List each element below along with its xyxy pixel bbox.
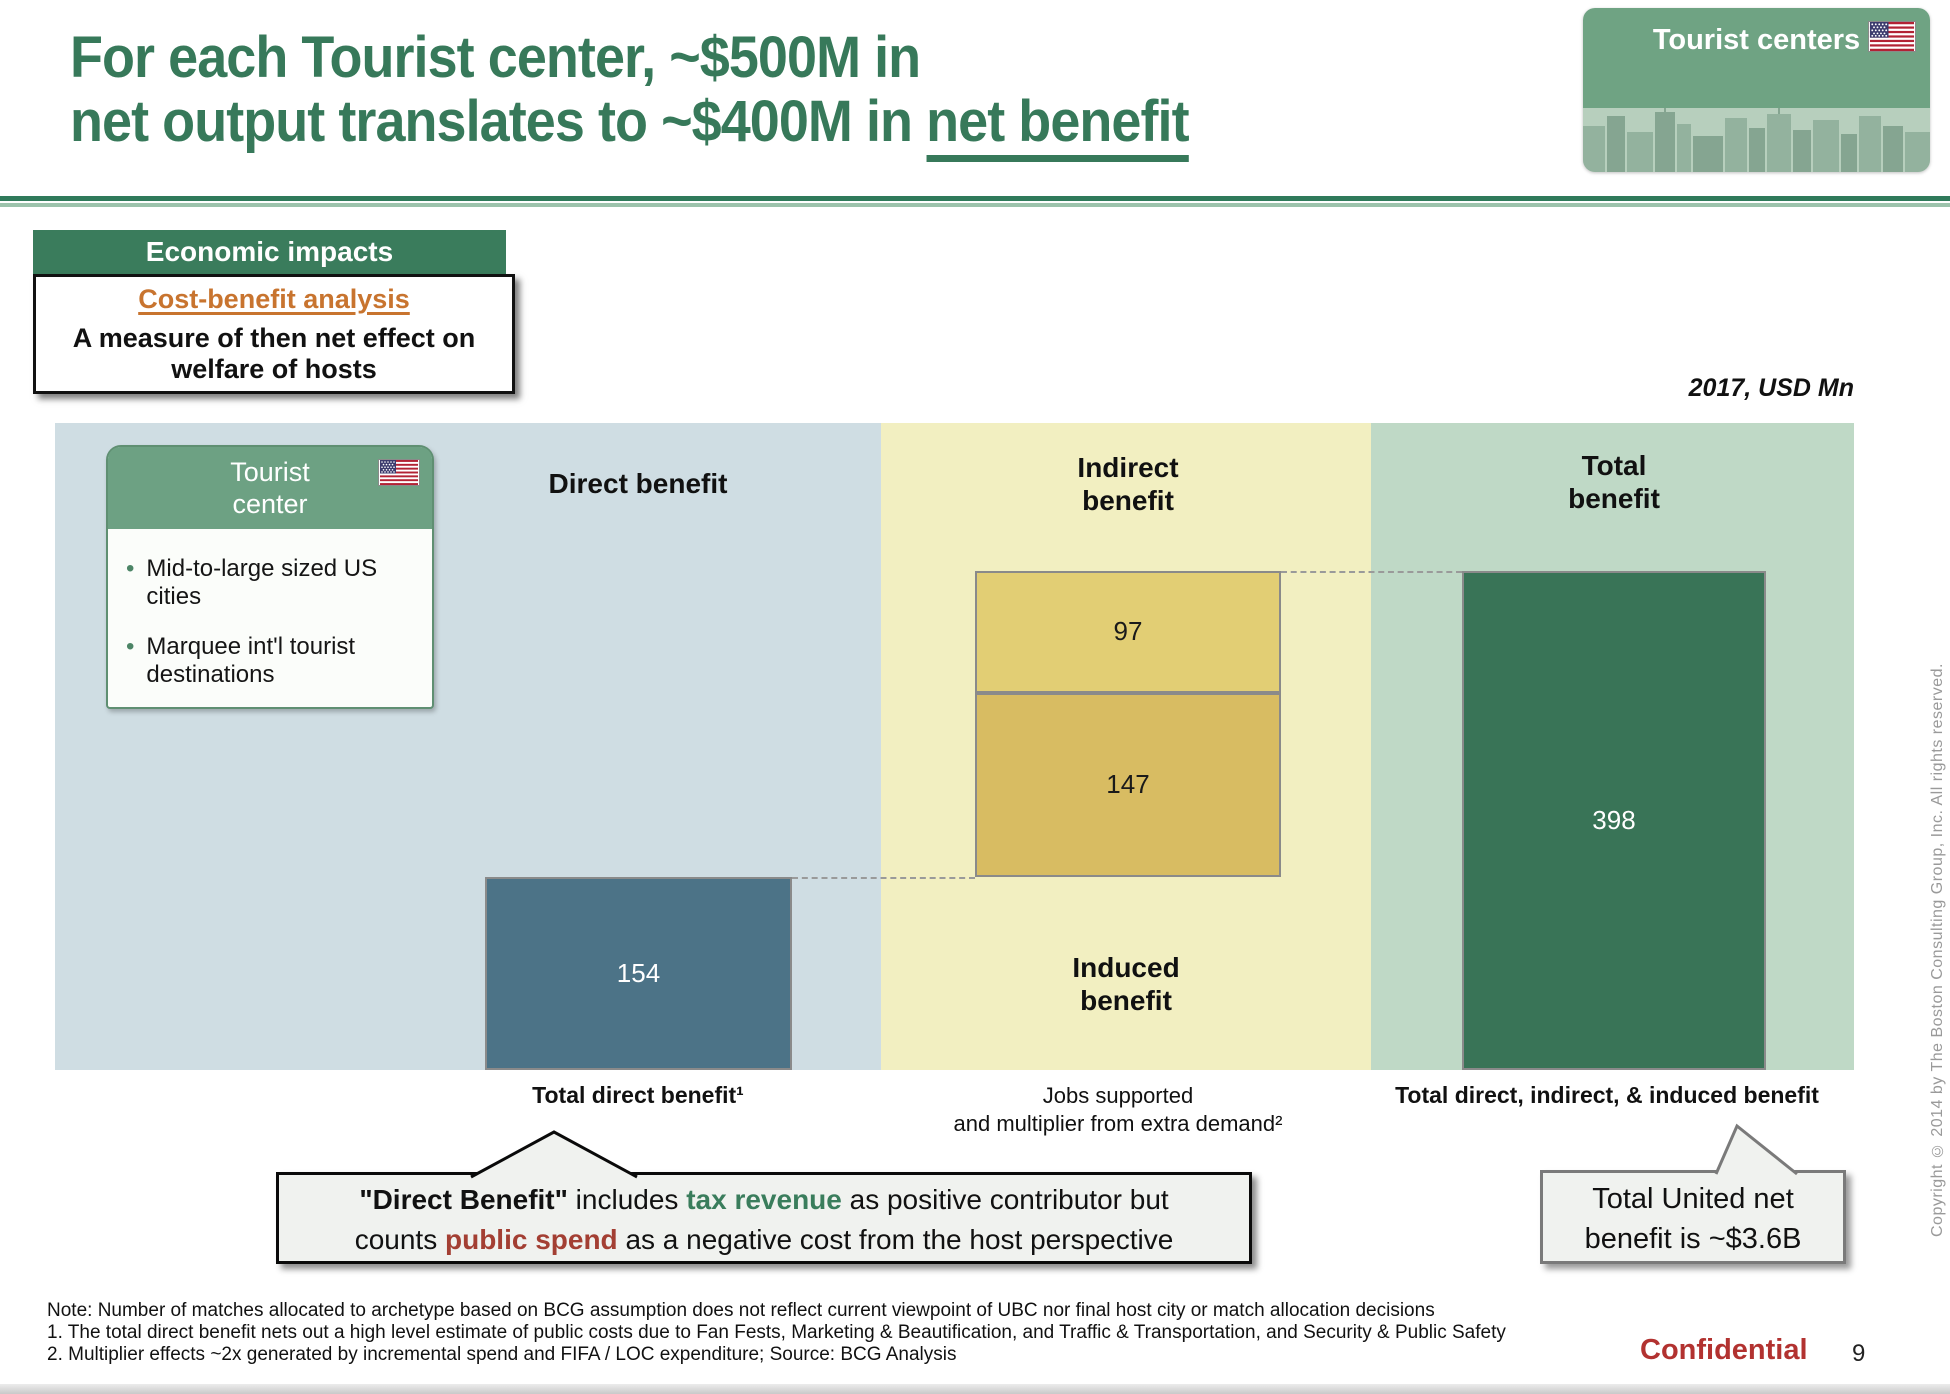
callout-line1: "Direct Benefit" includes tax revenue as… [359,1184,1169,1215]
confidential-label: Confidential [1640,1334,1808,1366]
footnote: Note: Number of matches allocated to arc… [47,1300,1435,1321]
bar-value-label: 97 [1113,616,1143,647]
axis-label-middle-line1: Jobs supported [1042,1083,1194,1108]
footnote: 1. The total direct benefit nets out a h… [47,1322,1506,1343]
bar-value-label: 154 [616,957,661,988]
divider-line-light [0,203,1950,207]
connector-direct-induced [792,876,975,879]
us-flag-icon [1868,21,1916,52]
badge-header: Tourist centers [1583,8,1930,108]
axis-label-middle-line2: and multiplier from extra demand² [953,1111,1283,1136]
archetype-card-title: Tourist center [230,457,310,519]
axis-label-total: Total direct, indirect, & induced benefi… [1395,1082,1819,1108]
archetype-card: Tourist center • Mid-to-large sized US c… [106,445,434,709]
bullet-icon: • [126,555,135,582]
bar-value-label: 147 [1106,769,1150,800]
bullet-text: Marquee int'l tourist destinations [146,633,356,688]
column-header-total: Total benefit [1568,450,1660,514]
list-item: • Mid-to-large sized US cities [126,555,420,611]
divider-line-dark [0,196,1950,201]
units-label: 2017, USD Mn [1688,374,1854,402]
callout-pointer-up [470,1130,638,1179]
bar-value-label: 398 [1592,805,1636,835]
us-flag-icon [378,459,420,486]
slide-title: For each Tourist center, ~$500M in net o… [70,25,1190,162]
direct-benefit-callout: "Direct Benefit" includes tax revenue as… [276,1172,1252,1264]
axis-label-middle: Jobs supported and multiplier from extra… [898,1082,1338,1138]
connector-indirect-total [1281,571,1462,573]
bar-induced-benefit: 147 [975,692,1281,877]
total-net-benefit-callout: Total United net benefit is ~$3.6B [1540,1170,1846,1264]
archetype-card-header: Tourist center [108,447,432,529]
badge-label: Tourist centers [1652,24,1861,56]
slide-title-line2: net output translates to ~$400M in net b… [70,89,1190,162]
copyright-text: Copyright © 2014 by The Boston Consultin… [1929,663,1946,1237]
topic-description: A measure of then net effect on welfare … [72,323,476,384]
column-label-induced: Induced benefit [1072,952,1180,1016]
underlined-phrase: net benefit [926,89,1190,162]
slide-title-line1: For each Tourist center, ~$500M in [70,25,921,90]
column-header-direct: Direct benefit [548,468,728,499]
cityscape-image [1583,108,1930,172]
column-header-indirect: Indirect benefit [1077,452,1179,516]
topic-box: Cost-benefit analysis A measure of then … [33,274,515,394]
callout-pointer-up [1714,1123,1798,1176]
callout-line2: benefit is ~$3.6B [1584,1223,1802,1255]
bar-direct-benefit: 154 [485,876,792,1070]
benefit-waterfall-chart: Direct benefit Indirect benefit Total be… [55,423,1854,1070]
archetype-corner-badge: Tourist centers [1583,8,1930,172]
callout-line1: Total United net [1592,1183,1794,1215]
list-item: • Marquee int'l tourist destinations [126,633,420,689]
callout-line2: counts public spend as a negative cost f… [354,1224,1174,1255]
topic-subheader: Cost-benefit analysis [138,284,410,314]
bullet-text: Mid-to-large sized US cities [146,555,378,610]
axis-label-direct: Total direct benefit¹ [532,1082,744,1108]
footnotes: Note: Number of matches allocated to arc… [47,1300,1506,1366]
bar-total-benefit: 398 [1462,571,1766,1070]
bar-indirect-benefit: 97 [975,571,1281,693]
footnote: 2. Multiplier effects ~2x generated by i… [47,1344,957,1365]
bullet-icon: • [126,633,135,660]
bottom-edge-strip [0,1384,1950,1394]
topic-header-bar: Economic impacts [33,230,506,274]
page-number: 9 [1852,1340,1866,1367]
archetype-card-body: • Mid-to-large sized US cities • Marquee… [108,529,432,689]
